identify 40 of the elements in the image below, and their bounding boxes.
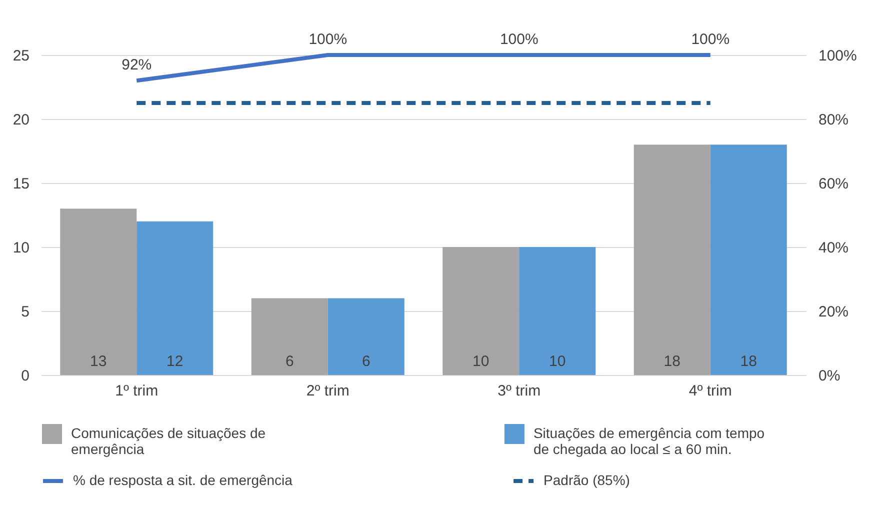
data-label: 18 [664,353,680,370]
bar [60,208,137,375]
y-tick-label: 15 [12,176,30,192]
y2-tick-label: 60% [818,176,849,192]
y-tick-label: 0 [21,368,30,384]
data-label: 10 [549,353,566,370]
data-label: 13 [90,353,107,370]
y-tick-label: 5 [21,304,30,320]
bar [519,247,596,375]
x-tick-label: 4º trim [688,382,732,400]
bar [442,247,520,375]
legend-label: % de resposta a sit. de emergência [73,472,293,488]
data-label: 6 [362,353,370,370]
y2-tick-label: 100% [818,48,857,64]
y2-tick-label: 20% [818,304,849,320]
y-tick-label: 20 [12,112,30,128]
bar [634,144,710,375]
data-label: 18 [740,353,757,370]
data-label: 100% [308,31,348,48]
y2-tick-label: 80% [818,112,849,128]
data-label: 100% [500,31,538,48]
data-label: 12 [166,353,184,370]
bar [136,221,214,375]
bar [710,144,787,375]
bar [328,298,404,375]
y2-tick-label: 0% [818,368,840,384]
y-tick-label: 10 [12,240,30,256]
x-tick-label: 2º trim [306,382,350,400]
legend-label: Situações de emergência com tempo de chegada ao local ≤ a 60 min. [533,425,765,457]
x-tick-label: 1º trim [115,382,158,400]
bar [251,298,328,375]
data-label: 100% [691,31,730,48]
data-label: 10 [472,353,490,370]
data-label: 6 [285,353,294,370]
data-label: 92% [122,56,152,74]
x-tick-label: 3º trim [498,382,541,400]
legend-label: Padrão (85%) [544,472,630,488]
y-tick-label: 25 [12,48,30,64]
y2-tick-label: 40% [818,240,849,256]
legend-label: Comunicações de situações de emergência [71,425,266,457]
